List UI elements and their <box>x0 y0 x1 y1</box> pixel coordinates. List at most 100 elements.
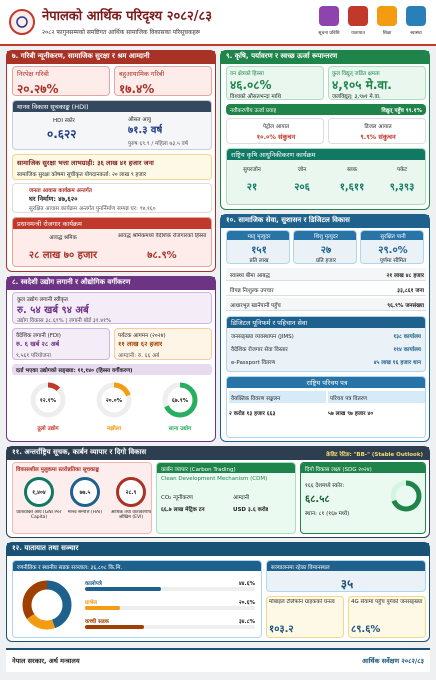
stat-card: सुरक्षित पानी २९.०% पूर्णमा सीमित <box>360 230 424 264</box>
donut <box>22 580 72 630</box>
value: रु. ५४ खर्ब ९४ अर्ब <box>17 305 89 316</box>
line: सामाजिक सुरक्षा कोषमा सूचीकृत योगदानकर्त… <box>17 172 147 178</box>
road-donut <box>22 580 72 630</box>
value: ६८.५८ <box>305 494 330 505</box>
icon-label: यातायात <box>351 31 365 36</box>
value: ४,१०५ मे.वा. <box>332 78 392 92</box>
label: जनता आवास कार्यक्रम अन्तर्गत <box>29 188 92 194</box>
section-title: ८. स्वदेशी उद्योग लगानी र औद्योगिक वर्गी… <box>7 277 215 290</box>
value: १७.४% <box>119 82 155 96</box>
icon-label: सूचना प्रविधि <box>318 31 340 36</box>
label: पकेट <box>396 167 408 173</box>
label: वन क्षेत्रको हिस्सा <box>230 71 264 77</box>
label: सञ्चालनमा रहेका विमानस्थल <box>267 561 425 571</box>
label: CO₂ न्यूनीकरण <box>161 495 193 501</box>
list-row <box>226 283 426 296</box>
label: ब्लक <box>347 167 357 173</box>
value: ७८.९% <box>147 250 177 261</box>
donut-arc <box>96 382 132 418</box>
sdg-card: दिगो विकास लक्ष्य (SDG २०२४) १६६ देशमध्य… <box>300 462 426 534</box>
label: ठूलो उद्योग <box>37 426 59 432</box>
footer-left: नेपाल सरकार, अर्थ मन्त्रालय <box>12 657 80 665</box>
value: २ करोड १३ हजार ६६३ <box>229 411 276 417</box>
donut-segment <box>22 580 72 630</box>
footer <box>6 648 430 672</box>
label: सुपरजोन <box>243 167 261 173</box>
note: जलविद्युत्: ३,९७१ मे.वा. <box>332 94 381 100</box>
renewable-bar: नवीकरणीय ऊर्जा प्रवाह विद्युत् पहुँच ९९.१… <box>226 104 426 115</box>
bar-track <box>85 625 255 629</box>
carbon-card: कार्बन व्यापार (Carbon Trading) Clean De… <box>156 462 296 534</box>
value: २७ <box>320 245 332 256</box>
donut-arc <box>390 480 422 512</box>
donut-arc <box>30 382 66 418</box>
airport-card: सञ्चालनमा रहेका विमानस्थल ३५ <box>266 560 426 592</box>
icon <box>406 6 426 26</box>
label: प्रतिव्यक्ति आय (GNI Per Capita) <box>16 510 62 520</box>
value: १३८ कार्यालय <box>393 334 421 340</box>
subtitle: Clean Development Mechanism (CDM) <box>161 476 268 482</box>
value: ७१.३ वर्ष <box>128 125 163 136</box>
list-row <box>226 268 426 281</box>
hdi-card: मानव विकास सूचकाङ्क (HDI) HDI स्कोर ०.६२… <box>12 100 212 150</box>
value: २०.६% <box>238 600 255 606</box>
stat-card: डिजल आयात ९.९% संकुचन <box>328 118 426 144</box>
housing-card: जनता आवास कार्यक्रम अन्तर्गत घर निर्माण:… <box>12 183 212 213</box>
label: साना उद्योग <box>168 426 192 432</box>
note: प्रति लाख <box>249 258 269 264</box>
note: प्रति हजार <box>315 258 337 264</box>
social-card: सामाजिक सुरक्षा भत्ता लाभग्राही: ३६ लाख … <box>12 154 212 180</box>
investment-card: कुल उद्योग लगानी स्वीकृत रु. ५४ खर्ब ९४ अ… <box>12 292 212 324</box>
card-title: प्रधानमन्त्री रोजगार कार्यक्रम <box>13 218 211 229</box>
note: पूर्णमा सीमित <box>379 258 407 264</box>
value: ११४ कार्यालय <box>393 347 421 353</box>
stat-card: शिशु मृत्युदर २७ प्रति हजार <box>293 230 357 264</box>
list-row <box>226 298 426 311</box>
label: पर्यटक आगमन (२०२४) <box>118 333 166 339</box>
stat-card: निरपेक्ष गरिबी २०.२७% <box>12 66 110 96</box>
stat-card: बहुआयामिक गरिबी १७.४% <box>114 66 212 96</box>
note: ९,५६१ परियोजना <box>16 353 51 359</box>
note: पुरुष ६९.९ / महिला ७३.५ वर्ष <box>128 141 188 147</box>
rank: स्थान: ८१ (१६७ मध्ये) <box>305 511 350 517</box>
card-title: राष्ट्रिय कृषि आधुनिकीकरण कार्यक्रम <box>227 149 425 160</box>
card-title: विकासशील मुलुकमा स्तरोन्नतिका सूचकाङ्क <box>16 467 100 473</box>
card-title: मानव विकास सूचकाङ्क (HDI) <box>13 101 211 112</box>
bar <box>85 625 145 629</box>
value: २०६ <box>294 182 310 193</box>
label: जोन <box>297 167 307 173</box>
value: रु. ६ खर्ब २८ अर्ब <box>16 340 60 348</box>
label: ग्राभेल <box>85 600 98 606</box>
label: वैदेशिक लगानी (FDI) <box>16 333 61 339</box>
value: ९६.९% जनसंख्या <box>387 303 424 309</box>
rating: क्रेडिट रेटिङ: "BB-" (Stable Outlook) <box>326 452 423 458</box>
value: २८ लाख ७० हजार <box>28 250 98 261</box>
note: विश्वको औसतभन्दा माथि <box>230 94 282 100</box>
label: आधारभूत खानेपानी पहुँच <box>230 303 281 309</box>
ring <box>24 477 54 507</box>
sdg-donut <box>390 480 422 512</box>
value: ५७ लाख ९७ हजार ४० <box>328 411 374 417</box>
subtitle: २०८२ फागुनसम्मको समष्टिगत आर्थिक सामाजिक… <box>42 29 201 36</box>
line: घर निर्माण: ४७,६२० <box>29 195 78 203</box>
percent-label: ६७.९% <box>171 398 189 404</box>
label: सुरक्षित पानी <box>361 231 423 240</box>
value: ३३,८६१ जना <box>397 288 424 294</box>
registered: दर्ता भएका उद्योगको सङ्ख्या: ११,१४० (हिस… <box>12 364 212 375</box>
label: कालोपत्रे <box>85 581 102 587</box>
card-title: राष्ट्रिय परिचय पत्र <box>227 377 425 388</box>
section-title: ९. कृषि, पर्यावरण र स्वच्छ ऊर्जा रूपान्त… <box>221 51 429 64</box>
emblem <box>9 9 35 35</box>
employment-card: प्रधानमन्त्री रोजगार कार्यक्रम आवद्ध श्र… <box>12 217 212 267</box>
stat-card: वन क्षेत्रको हिस्सा ४६.०८% विश्वको औसतभन्द… <box>226 66 324 100</box>
label: मोबाइल टेलिफोन ग्राहकको घनत्व <box>269 599 335 605</box>
stat-card: कुल विद्युत् जडित क्षमता ४,१०५ मे.वा. जलवि… <box>328 66 426 100</box>
label: e-Passport वितरण <box>231 360 276 366</box>
donut <box>96 382 132 418</box>
label: स्वास्थ्य बीमा आबद्ध <box>230 273 270 279</box>
bar <box>85 587 161 591</box>
title: नेपालको आर्थिक परिदृश्य २०८२/८३ <box>42 9 212 24</box>
label: आम्दानी <box>233 495 250 501</box>
value: ३५ <box>340 577 354 591</box>
bar-track <box>85 587 255 591</box>
